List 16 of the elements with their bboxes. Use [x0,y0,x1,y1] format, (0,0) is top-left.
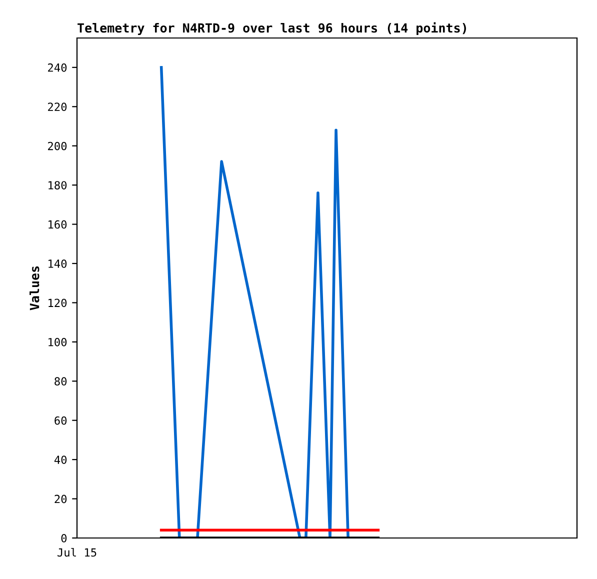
chart-title: Telemetry for N4RTD-9 over last 96 hours (14 points) [78,22,466,36]
y-tick-label: 240 [48,63,67,72]
y-tick-label: 80 [54,377,67,386]
y-tick-label: 140 [48,259,67,268]
y-tick-label: 220 [48,102,67,112]
y-tick-label: 60 [54,416,67,425]
y-tick-label: 40 [54,456,67,464]
y-tick-label: 200 [48,142,67,150]
text: Jul 15 [58,548,96,557]
y-tick-label: 20 [54,494,67,504]
y-tick-label: 0 [61,534,67,542]
y-tick-label: 180 [48,181,67,190]
y-axis-title: Values [30,266,40,310]
y-tick-label: 100 [48,338,67,346]
y-tick-label: 120 [48,298,67,308]
y-tick-label: 160 [48,220,67,229]
